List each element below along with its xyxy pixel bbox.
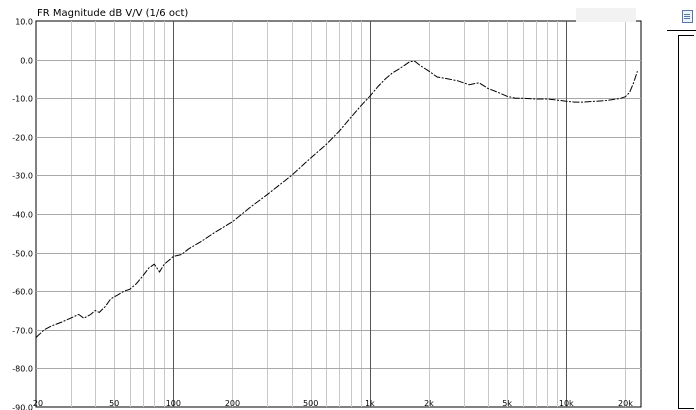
y-tick-label: -70.0 bbox=[12, 327, 33, 336]
title-bar-tab[interactable] bbox=[576, 8, 636, 22]
x-tick-label: 20k bbox=[618, 399, 633, 408]
y-tick-label: -20.0 bbox=[12, 134, 33, 143]
y-axis-tick-labels: 10.0 0.0 -10.0 -20.0 -30.0 -40.0 -50.0 -60.0 -70… bbox=[12, 18, 33, 410]
x-tick-label: 5k bbox=[502, 399, 512, 408]
x-tick-label: 50 bbox=[109, 399, 119, 408]
document-icon[interactable] bbox=[682, 10, 693, 23]
x-tick-label: 20 bbox=[33, 399, 43, 408]
x-axis-tick-labels: 20 50 100 200 500 1k 2k 5k 10k 20k bbox=[33, 399, 633, 408]
response-line bbox=[35, 61, 638, 338]
y-tick-label: 10.0 bbox=[15, 18, 33, 27]
x-tick-label: 500 bbox=[303, 399, 318, 408]
side-panel-divider bbox=[667, 30, 696, 31]
chart-title: FR Magnitude dB V/V (1/6 oct) bbox=[37, 8, 188, 19]
x-tick-label: 1k bbox=[365, 399, 375, 408]
x-tick-label: 100 bbox=[166, 399, 181, 408]
y-tick-label: -40.0 bbox=[12, 211, 33, 220]
side-panel bbox=[678, 35, 694, 409]
y-tick-label: -60.0 bbox=[12, 288, 33, 297]
minor-grid bbox=[36, 21, 641, 407]
y-tick-label: -80.0 bbox=[12, 365, 33, 374]
x-tick-label: 10k bbox=[559, 399, 574, 408]
x-tick-label: 2k bbox=[424, 399, 434, 408]
y-tick-label: -90.0 bbox=[12, 404, 33, 410]
y-tick-label: 0.0 bbox=[20, 57, 33, 66]
y-tick-label: -30.0 bbox=[12, 172, 33, 181]
major-grid bbox=[173, 21, 567, 407]
y-tick-label: -50.0 bbox=[12, 250, 33, 259]
x-tick-label: 200 bbox=[225, 399, 240, 408]
y-tick-label: -10.0 bbox=[12, 95, 33, 104]
